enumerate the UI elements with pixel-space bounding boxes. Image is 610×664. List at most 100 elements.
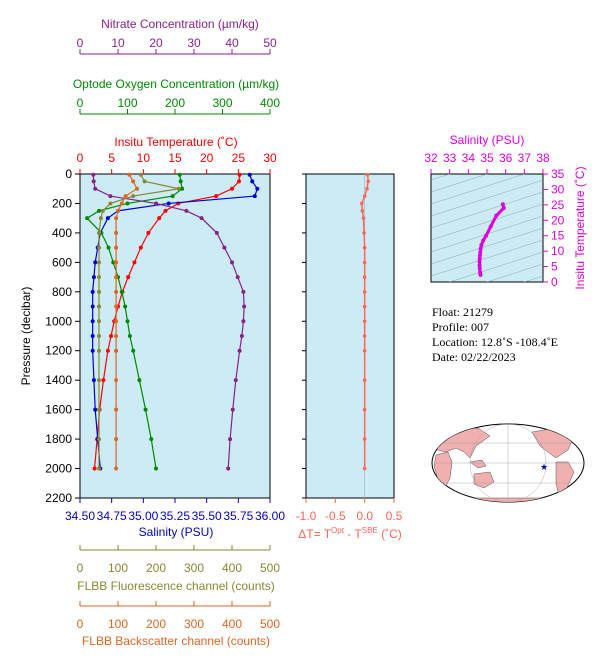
fluorescence-point (97, 437, 101, 442)
ts-density-contour (431, 174, 488, 193)
backscatter-axis-tick-label: 0 (77, 617, 84, 631)
temperature-axis-label: Insitu Temperature (˚C) (114, 135, 237, 149)
ts-salinity-tick-label: 34 (462, 151, 476, 165)
delta-t-axis-label: ΔT= TOpt - TSBE (˚C) (298, 526, 402, 541)
backscatter-point (114, 230, 119, 235)
fluorescence-point (97, 334, 101, 338)
pressure-tick-label: 2200 (45, 491, 72, 505)
oxygen-point (177, 172, 182, 177)
salinity-point (90, 289, 95, 294)
pressure-tick-label: 0 (65, 167, 72, 181)
ts-density-contour (431, 174, 526, 205)
fluorescence-point (142, 179, 147, 184)
salinity-point (247, 172, 252, 177)
nitrate-point (230, 260, 234, 265)
delta-t-point (360, 209, 365, 213)
ts-density-contour (431, 215, 543, 253)
delta-t-point (362, 334, 367, 338)
fluorescence-point (131, 194, 136, 199)
backscatter-axis-tick-label: 500 (260, 617, 280, 631)
nitrate-point (214, 230, 219, 235)
backscatter-point (135, 186, 139, 191)
ts-temperature-tick-label: 15 (551, 229, 565, 243)
ts-density-contour (431, 227, 543, 265)
delta-t-point (362, 290, 367, 294)
oxygen-axis: 0 100 200 300 400 (77, 96, 280, 115)
delta-t-point (362, 275, 367, 279)
oxygen-point (170, 194, 175, 199)
oxygen-point (111, 260, 116, 265)
temperature-point (132, 260, 137, 265)
ts-density-contour (431, 239, 543, 277)
oxygen-point (180, 186, 185, 191)
nitrate-point (93, 186, 98, 191)
delta-t-point (362, 407, 367, 412)
nitrate-axis-tick-label: 40 (225, 36, 239, 50)
pressure-tick-label: 2000 (45, 462, 72, 476)
fluorescence-point (97, 230, 101, 235)
pressure-tick-label: 200 (52, 196, 72, 210)
nitrate-point (242, 304, 247, 309)
nitrate-axis-tick-label: 10 (111, 36, 125, 50)
fluorescence-point (97, 304, 101, 309)
delta-t-tick-label: -1.0 (296, 509, 317, 523)
ts-temperature-tick-label: 30 (551, 182, 565, 196)
delta-t-point (362, 319, 367, 324)
oxygen-point (154, 466, 158, 471)
delta-t-point (362, 466, 367, 471)
salinity-point (90, 304, 95, 309)
ts-point (479, 242, 484, 247)
delta-t-point (361, 216, 366, 220)
pressure-tick-label: 400 (52, 226, 72, 240)
ts-density-contour (431, 191, 543, 229)
temperature-point (92, 466, 97, 471)
fluorescence-point (100, 208, 105, 213)
nitrate-point (91, 172, 96, 177)
temperature-point (146, 230, 151, 235)
oxygen-point (178, 179, 183, 184)
oxygen-axis-tick-label: 400 (260, 96, 280, 110)
salinity-tick-label: 35.25 (160, 509, 190, 523)
oxygen-point (97, 208, 101, 213)
ts-salinity-tick-label: 36 (499, 151, 513, 165)
oxygen-point (149, 437, 154, 442)
oxygen-axis-tick-label: 0 (77, 96, 84, 110)
nitrate-point (230, 407, 235, 412)
ts-point (484, 233, 489, 238)
ts-point (478, 270, 483, 275)
salinity-point (90, 334, 95, 338)
oxygen-axis-label: Optode Oxygen Concentration (µm/kg) (73, 77, 279, 91)
backscatter-point (123, 194, 128, 199)
backscatter-point (114, 319, 119, 324)
pressure-tick-label: 600 (52, 255, 72, 269)
nitrate-axis-tick-label: 0 (77, 36, 84, 50)
nitrate-point (222, 245, 227, 250)
fluorescence-point (97, 378, 101, 383)
ts-point (481, 238, 486, 243)
salinity-point (93, 407, 98, 412)
temperature-point (138, 245, 143, 250)
salinity-tick-label: 36.00 (255, 509, 285, 523)
oxygen-point (119, 289, 124, 294)
ts-temperature-tick-label: 25 (551, 198, 565, 212)
delta-t-point (362, 304, 367, 309)
delta-t-point (362, 194, 367, 198)
ts-salinity-tick-label: 38 (536, 151, 550, 165)
backscatter-series (114, 172, 139, 471)
nitrate-point (226, 466, 231, 471)
oxygen-point (137, 378, 142, 383)
salinity-tick-label: 34.50 (65, 509, 95, 523)
salinity-point (90, 319, 95, 324)
fluorescence-axis-tick-label: 300 (184, 561, 204, 575)
nitrate-point (184, 208, 189, 213)
ts-density-contour (523, 275, 543, 282)
ts-salinity-tick-label: 37 (518, 151, 532, 165)
fluorescence-point (97, 348, 101, 353)
world-map: ★ (431, 423, 585, 503)
backscatter-point (114, 216, 119, 221)
ts-density-contour (431, 174, 451, 181)
backscatter-point (114, 275, 119, 280)
fluorescence-axis-tick-label: 500 (260, 561, 280, 575)
delta-t-point (362, 348, 367, 353)
oxygen-axis-tick-label: 200 (165, 96, 185, 110)
